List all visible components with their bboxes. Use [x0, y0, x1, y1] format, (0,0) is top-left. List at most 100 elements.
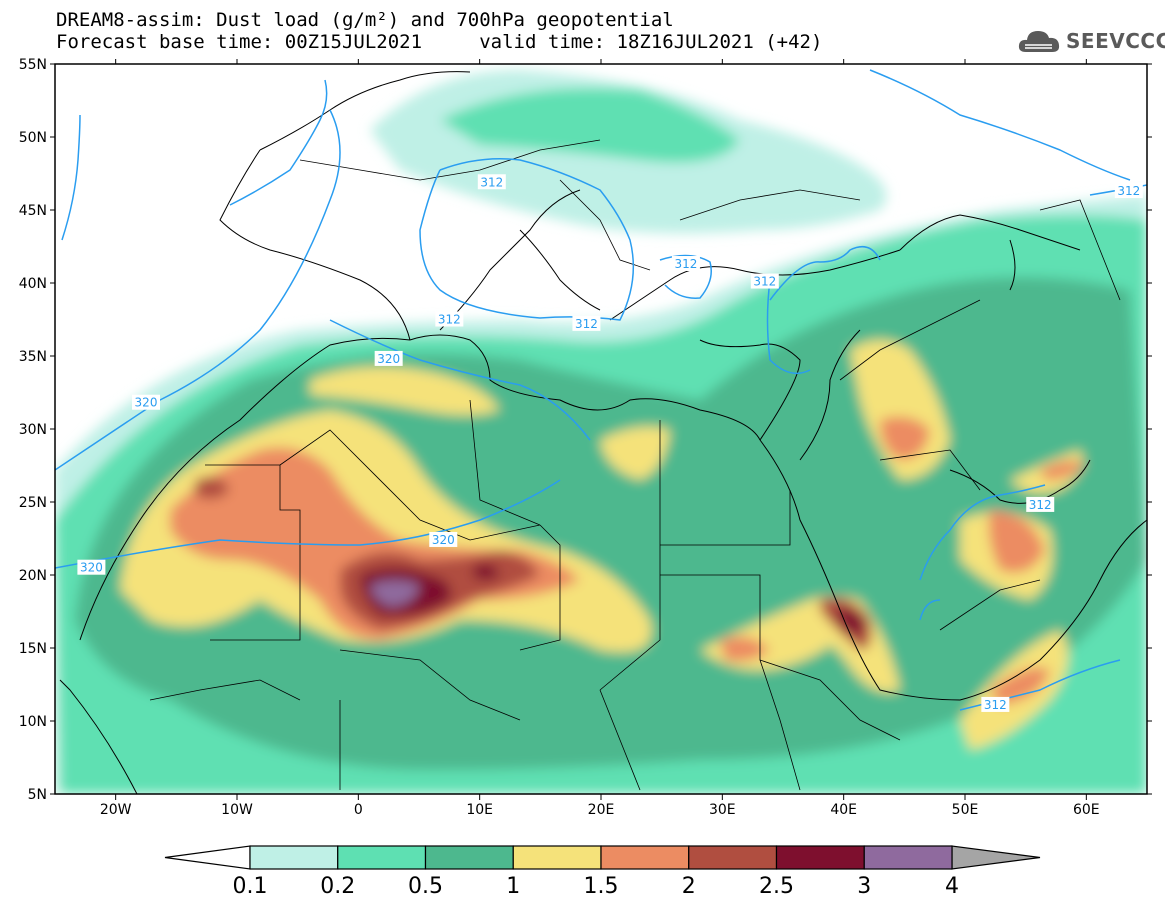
lon-tick-label: 40E	[830, 802, 857, 818]
dust-field	[55, 70, 1147, 794]
dust-band-1.5-yemen	[990, 667, 1050, 705]
contour-label: 320	[132, 394, 160, 410]
colorbar-swatch	[249, 845, 339, 870]
lat-tick-label: 50N	[19, 130, 47, 146]
contour-label: 312	[1026, 496, 1055, 512]
lon-tick-label: 60E	[1073, 802, 1100, 818]
contour-label: 312	[435, 311, 464, 327]
lon-tick-label: 10E	[466, 802, 493, 818]
contour-label-text: 312	[1117, 184, 1140, 198]
lat-tick-label: 15N	[19, 641, 47, 657]
contour-label-text: 312	[1029, 498, 1052, 512]
lon-tick-label: 20E	[588, 802, 615, 818]
contour-label-bg	[671, 256, 700, 272]
lon-tick-label: 30E	[709, 802, 736, 818]
contour-label-bg	[572, 315, 601, 331]
forecast-times: Forecast base time: 00Z15JUL2021 valid t…	[56, 31, 823, 53]
colorbar-under-arrow	[164, 845, 251, 870]
map-plot-area: 312 312 312 312 312 312 312 312 320 320 320 320	[55, 64, 1147, 794]
dust-band-1.5-oman	[988, 510, 1045, 573]
colorbar-over-arrow	[951, 845, 1041, 870]
lat-tick-label: 5N	[28, 787, 47, 803]
dust-band-1-libya	[600, 426, 670, 480]
contour-label-text: 312	[575, 317, 598, 331]
colorbar-swatch	[337, 845, 427, 870]
colorbar-label: 2.5	[759, 874, 794, 899]
colorbar-swatch	[424, 845, 514, 870]
axis-ticks: 20W 10W 0 10E 20E 30E 40E 50E 60E 55N 50N 45N 40N 35N…	[19, 57, 1152, 818]
colorbar-swatch	[775, 845, 865, 870]
map-title: DREAM8-assim: Dust load (g/m²) and 700hP…	[56, 9, 674, 31]
contour-label-text: 312	[984, 698, 1007, 712]
dust-band-1-north-africa	[310, 366, 500, 415]
lon-tick-label: 10W	[221, 802, 253, 818]
contour-label: 320	[374, 350, 403, 366]
contour-label-bg	[435, 311, 464, 327]
dust-band-2.5-niger	[472, 563, 500, 580]
lon-tick-label: 0	[354, 802, 363, 818]
seevccc-logo: SEEVCCC	[1016, 24, 1165, 58]
contour-label-bg	[374, 350, 403, 366]
lon-tick-label: 50E	[952, 802, 979, 818]
lat-tick-label: 25N	[19, 495, 47, 511]
dust-band-1.5-arabia	[880, 416, 930, 460]
logo-text: SEEVCCC	[1066, 29, 1165, 53]
contour-labels: 312 312 312 312 312 312 312 312 320 320 320 320	[77, 174, 1143, 712]
lat-tick-label: 35N	[19, 349, 47, 365]
contour-label-bg	[1114, 183, 1143, 199]
contour-label-text: 312	[674, 257, 697, 271]
lat-tick-label: 20N	[19, 568, 47, 584]
contour-label-bg	[132, 394, 160, 410]
contour-label-bg	[477, 174, 506, 190]
dust-band-1.5-gulf	[1040, 461, 1085, 480]
contour-label: 320	[77, 559, 106, 575]
contour-label-bg	[429, 531, 458, 547]
contour-label-text: 320	[135, 396, 158, 410]
contour-label: 312	[750, 273, 779, 289]
contour-label: 312	[572, 315, 601, 331]
contour-label-bg	[750, 273, 779, 289]
colorbar-label: 1	[506, 874, 520, 899]
contour-label-text: 312	[753, 275, 776, 289]
lat-tick-label: 10N	[19, 714, 47, 730]
colorbar-label: 4	[945, 874, 959, 899]
contour-label-text: 320	[432, 533, 455, 547]
dust-band-0.2-north	[440, 88, 740, 163]
contour-label-text: 312	[438, 313, 461, 327]
colorbar: 0.1 0.2 0.5 1 1.5 2 2.5 3 4	[164, 845, 1041, 899]
lon-tick-label: 20W	[100, 802, 132, 818]
lat-tick-label: 55N	[19, 57, 47, 73]
dust-band-2-morocco	[195, 476, 230, 499]
contour-label-bg	[981, 696, 1010, 712]
colorbar-label: 3	[857, 874, 871, 899]
colorbar-swatch	[863, 845, 953, 870]
colorbar-label: 0.1	[233, 874, 268, 899]
colorbar-swatch	[512, 845, 602, 870]
lat-tick-label: 45N	[19, 203, 47, 219]
dust-band-1-red-sea	[800, 596, 900, 692]
contour-label: 312	[981, 696, 1010, 712]
colorbar-label: 1.5	[584, 874, 619, 899]
contour-label-text: 320	[80, 561, 103, 575]
contour-label: 312	[671, 256, 700, 272]
contour-label: 312	[477, 174, 506, 190]
contour-label: 312	[1114, 183, 1143, 199]
contour-label-text: 320	[377, 352, 400, 366]
contour-label: 320	[429, 531, 458, 547]
contour-label-text: 312	[480, 175, 503, 189]
colorbar-label: 0.2	[320, 874, 355, 899]
dust-band-3	[370, 580, 420, 607]
coastlines-borders	[59, 71, 1147, 794]
lat-tick-label: 40N	[19, 276, 47, 292]
colorbar-swatch	[688, 845, 778, 870]
dust-band-1.5-sudan	[720, 636, 770, 662]
contour-label-bg	[77, 559, 106, 575]
contour-label-bg	[1026, 496, 1055, 512]
colorbar-label: 0.5	[408, 874, 443, 899]
lat-tick-label: 30N	[19, 422, 47, 438]
colorbar-label: 2	[682, 874, 696, 899]
colorbar-swatch	[600, 845, 690, 870]
cloud-logo-icon	[1018, 31, 1060, 52]
geopotential-contours	[55, 69, 1147, 711]
